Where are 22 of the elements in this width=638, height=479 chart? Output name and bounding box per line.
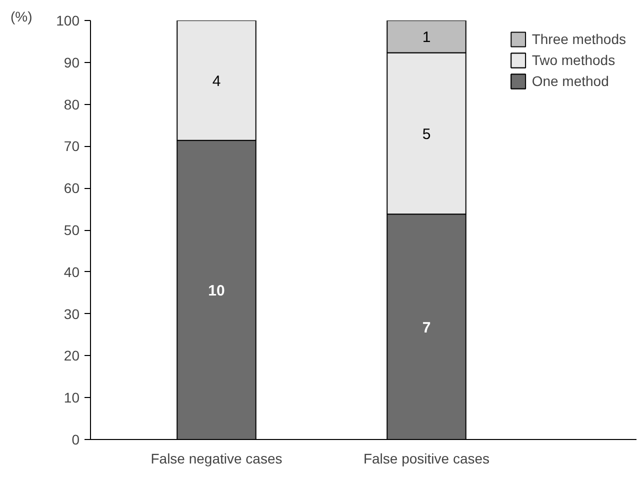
y-tick-label: 60	[64, 180, 80, 196]
annotation: 4	[212, 72, 221, 90]
y-tick-label: 20	[64, 348, 80, 364]
y-tick-label: 80	[64, 96, 80, 112]
y-tick-label: 40	[64, 264, 80, 280]
annotation: 1	[422, 29, 431, 46]
y-tick-label: 100	[56, 12, 80, 28]
y-axis-title: (%)	[10, 8, 32, 24]
x-tick-label: False negative cases	[150, 450, 282, 466]
legend-label: Two methods	[532, 52, 616, 68]
y-tick-label: 50	[64, 222, 80, 238]
legend-label: One method	[532, 73, 609, 89]
legend-label: Three methods	[532, 31, 626, 47]
annotation: 5	[422, 126, 431, 143]
y-tick-label: 90	[64, 54, 80, 70]
y-tick-label: 30	[64, 306, 80, 322]
y-tick-label: 0	[72, 432, 80, 448]
y-tick-label: 10	[64, 390, 80, 406]
y-tick-label: 70	[64, 138, 80, 154]
annotation: 7	[422, 319, 431, 336]
annotation: 10	[208, 282, 225, 300]
x-tick-label: False positive cases	[363, 450, 490, 466]
